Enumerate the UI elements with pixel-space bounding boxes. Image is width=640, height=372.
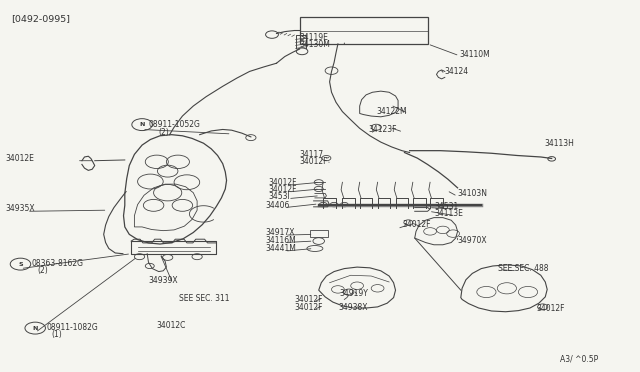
Text: 08911-1082G: 08911-1082G (46, 323, 98, 332)
Text: 34406: 34406 (266, 201, 290, 209)
Text: 34970X: 34970X (458, 235, 487, 244)
Text: 34012F: 34012F (269, 185, 298, 194)
Text: 34103N: 34103N (458, 189, 488, 198)
Text: 34441M: 34441M (266, 244, 296, 253)
Text: SEE SEC. 311: SEE SEC. 311 (179, 294, 230, 303)
Text: 08363-8162G: 08363-8162G (32, 259, 84, 268)
Text: (2): (2) (159, 128, 170, 137)
Text: A3/ ^0.5P: A3/ ^0.5P (560, 355, 598, 363)
Text: 34122M: 34122M (376, 107, 407, 116)
Text: 34012E: 34012E (5, 154, 34, 163)
Text: 34119E: 34119E (300, 33, 328, 42)
Text: 34012F: 34012F (294, 295, 323, 304)
Text: N: N (33, 326, 38, 331)
Text: 34116M: 34116M (266, 235, 296, 244)
Text: 34012F: 34012F (536, 304, 565, 312)
Text: 34935X: 34935X (5, 204, 35, 213)
Text: N: N (140, 122, 145, 127)
Text: 3453I: 3453I (269, 192, 291, 201)
Text: 34531: 34531 (434, 202, 458, 211)
Text: [0492-0995]: [0492-0995] (12, 14, 70, 23)
Text: 34123F: 34123F (369, 125, 397, 134)
Text: 34938X: 34938X (338, 302, 367, 311)
Text: (2): (2) (37, 266, 48, 275)
Text: 34113H: 34113H (544, 139, 574, 148)
Text: 34110M: 34110M (460, 49, 490, 58)
Text: 34130M: 34130M (300, 40, 330, 49)
Text: SEE SEC. 488: SEE SEC. 488 (498, 264, 548, 273)
Text: 34012F: 34012F (300, 157, 328, 166)
Text: 34012F: 34012F (294, 302, 323, 311)
Text: 34939X: 34939X (148, 276, 178, 285)
Text: 34117: 34117 (300, 150, 324, 159)
Text: 34919Y: 34919Y (339, 289, 368, 298)
Text: 34113E: 34113E (434, 209, 463, 218)
Text: 34012F: 34012F (269, 178, 298, 187)
Text: 08911-1052G: 08911-1052G (148, 120, 200, 129)
Text: S: S (18, 262, 23, 267)
Text: (1): (1) (51, 330, 62, 339)
Text: 34012F: 34012F (402, 220, 431, 229)
Text: 34012C: 34012C (157, 321, 186, 330)
Text: 34124: 34124 (445, 67, 469, 76)
Text: 34917X: 34917X (266, 228, 295, 237)
